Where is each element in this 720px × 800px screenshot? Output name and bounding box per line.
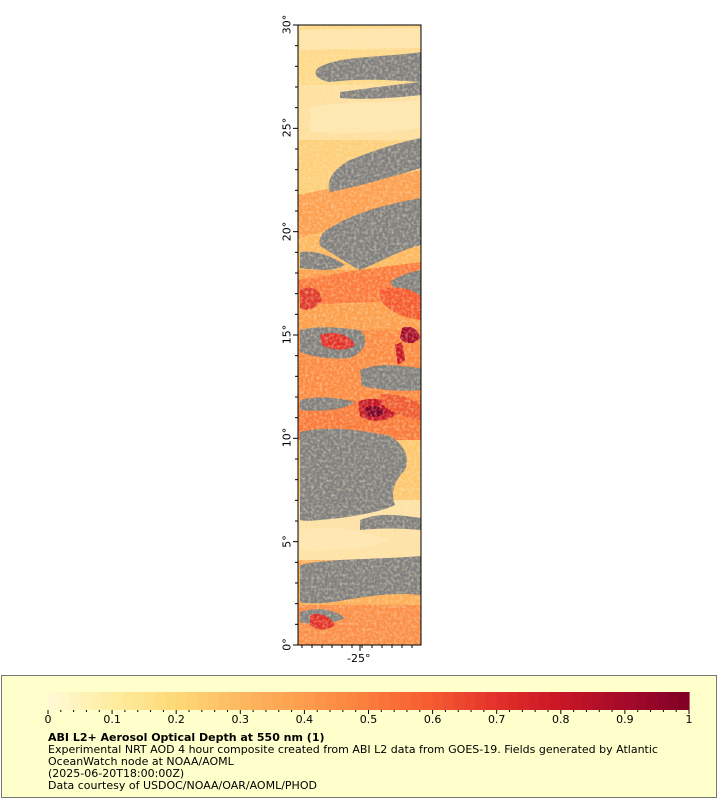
- colorbar-segment: [592, 692, 605, 710]
- map-field: [298, 25, 421, 645]
- colorbar-segment: [325, 692, 338, 710]
- colorbar-segment: [293, 692, 305, 710]
- colorbar-segment: [272, 692, 284, 710]
- colorbar-segment: [58, 692, 70, 710]
- legend-time: (2025-06-20T18:00:00Z): [48, 767, 185, 780]
- colorbar-segment: [539, 692, 551, 710]
- y-tick-label: 15°: [280, 324, 294, 345]
- y-tick-label: 30°: [280, 14, 294, 35]
- colorbar-tick-label: 0.2: [167, 713, 185, 726]
- colorbar-segment: [486, 692, 498, 710]
- colorbar-segment: [347, 692, 359, 710]
- colorbar-segment: [432, 692, 444, 710]
- colorbar-segment: [496, 692, 508, 710]
- legend-description: Experimental NRT AOD 4 hour composite cr…: [48, 743, 658, 768]
- colorbar-segment: [646, 692, 658, 710]
- colorbar-segment: [48, 692, 60, 710]
- map-area: 0° 5° 10° 15° 20° 25° 30° -25°: [280, 14, 422, 665]
- colorbar-segment: [261, 692, 273, 710]
- colorbar-segment: [165, 692, 177, 710]
- colorbar-segment: [240, 692, 252, 710]
- legend-panel: 0 0.1 0.2 0.3 0.4 0.5 0.6 0.7 0.8 0.9 1 ABI L2+ Ae…: [1, 675, 717, 798]
- y-tick-label: 5°: [280, 534, 294, 548]
- colorbar-segment: [624, 692, 637, 710]
- colorbar-segment: [571, 692, 583, 710]
- colorbar-tick-label: 1: [685, 713, 693, 726]
- y-tick-label: 25°: [280, 118, 294, 138]
- colorbar-segment: [315, 692, 327, 710]
- colorbar-segment: [528, 692, 541, 710]
- colorbar-tick-label: 0.1: [103, 713, 121, 726]
- colorbar-segment: [582, 692, 594, 710]
- colorbar-segment: [389, 692, 402, 710]
- colorbar-segment: [218, 692, 231, 710]
- colorbar-segment: [400, 692, 412, 710]
- colorbar-segment: [336, 692, 348, 710]
- colorbar-segment: [560, 692, 573, 710]
- colorbar-tick-label: 0: [44, 713, 52, 726]
- legend-text: ABI L2+ Aerosol Optical Depth at 550 nm …: [48, 732, 698, 792]
- colorbar-tick-label: 0.4: [295, 713, 314, 726]
- colorbar-segment: [475, 692, 487, 710]
- colorbar-segment: [421, 692, 434, 710]
- colorbar-segment: [411, 692, 423, 710]
- colorbar-tick-label: 0.5: [359, 713, 378, 726]
- y-tick-label: 20°: [280, 221, 294, 241]
- colorbar-segment: [453, 692, 466, 710]
- colorbar-segment: [379, 692, 391, 710]
- colorbar-segment: [208, 692, 220, 710]
- legend-credit: Data courtesy of USDOC/NOAA/OAR/AOML/PHO…: [48, 779, 317, 792]
- colorbar-segment: [518, 692, 530, 710]
- colorbar-segment: [90, 692, 103, 710]
- colorbar-tick-label: 0.7: [487, 713, 506, 726]
- colorbar: [47, 692, 690, 714]
- colorbar-segment: [357, 692, 370, 710]
- colorbar-segment: [69, 692, 81, 710]
- colorbar-segment: [304, 692, 316, 710]
- colorbar-segment: [550, 692, 562, 710]
- colorbar-segment: [80, 692, 92, 710]
- colorbar-segment: [133, 692, 145, 710]
- colorbar-segment: [101, 692, 113, 710]
- colorbar-segment: [635, 692, 647, 710]
- colorbar-segment: [464, 692, 476, 710]
- colorbar-tick-label: 0.9: [616, 713, 634, 726]
- colorbar-segment: [144, 692, 156, 710]
- colorbar-segment: [656, 692, 669, 710]
- y-tick-label: 0°: [280, 638, 294, 651]
- colorbar-segment: [678, 692, 690, 710]
- colorbar-segment: [603, 692, 615, 710]
- colorbar-tick-label: 0.8: [552, 713, 570, 726]
- aod-map: [293, 24, 422, 651]
- colorbar-segment: [507, 692, 519, 710]
- colorbar-segment: [186, 692, 199, 710]
- x-tick-label: -25°: [347, 652, 371, 665]
- colorbar-segment: [667, 692, 679, 710]
- colorbar-segment: [229, 692, 241, 710]
- colorbar-segment: [368, 692, 380, 710]
- colorbar-segment: [283, 692, 295, 710]
- legend-title: ABI L2+ Aerosol Optical Depth at 550 nm …: [48, 731, 325, 744]
- colorbar-tick-label: 0.6: [423, 713, 442, 726]
- colorbar-segment: [154, 692, 167, 710]
- colorbar-tick-label: 0.3: [231, 713, 250, 726]
- colorbar-segment: [112, 692, 124, 710]
- y-tick-label: 10°: [280, 428, 294, 448]
- colorbar-segment: [614, 692, 626, 710]
- colorbar-segment: [443, 692, 455, 710]
- colorbar-segment: [122, 692, 135, 710]
- colorbar-segment: [197, 692, 209, 710]
- colorbar-segment: [250, 692, 263, 710]
- colorbar-segment: [176, 692, 188, 710]
